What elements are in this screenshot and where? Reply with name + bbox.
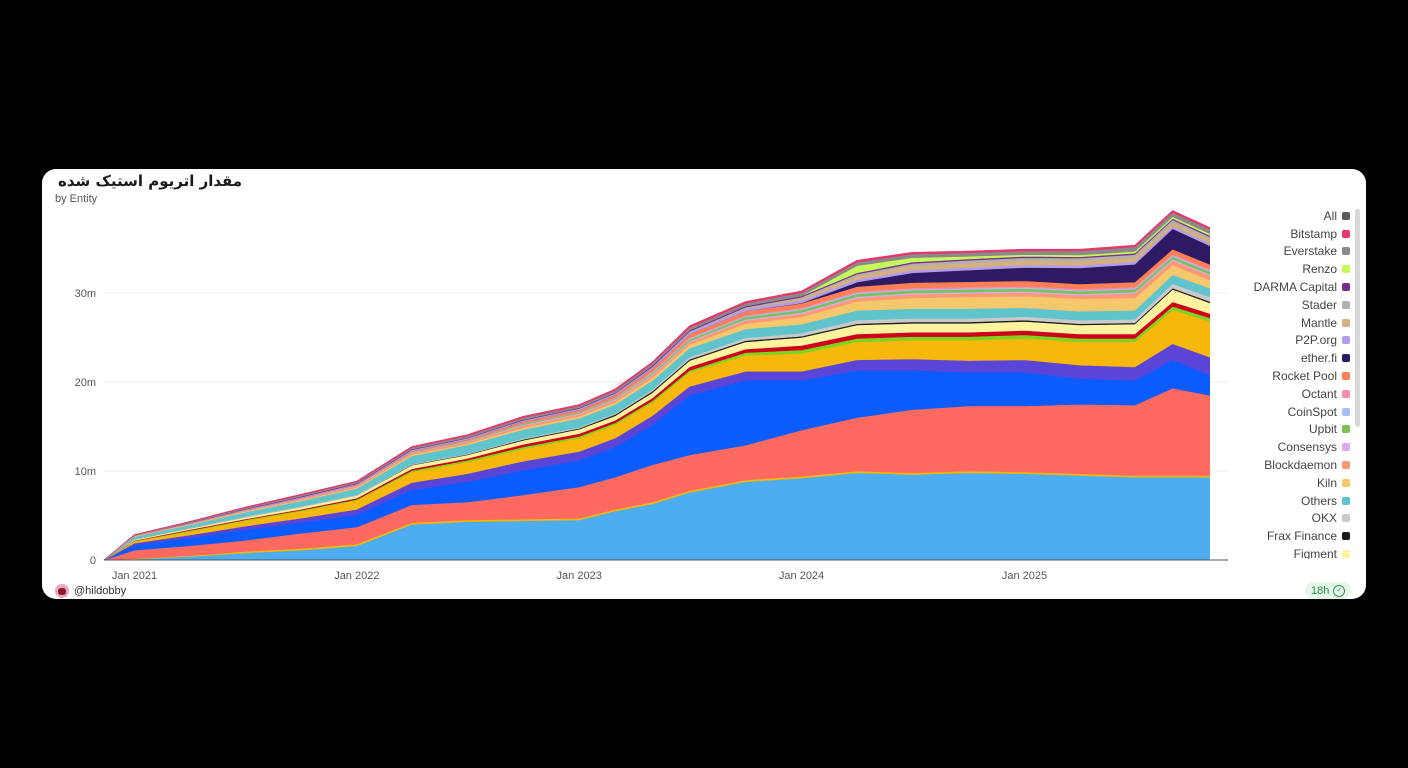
legend-item[interactable]: Everstake xyxy=(1238,243,1350,261)
x-tick-label: Jan 2021 xyxy=(112,570,157,582)
legend-swatch xyxy=(1342,372,1350,381)
chart-title: مقدار اتریوم استیک شده xyxy=(58,172,243,190)
x-tick-label: Jan 2023 xyxy=(557,570,602,582)
legend-item[interactable]: ether.fi xyxy=(1238,349,1350,367)
legend-scrollbar[interactable] xyxy=(1355,209,1360,427)
legend-label: Blockdaemon xyxy=(1264,458,1337,473)
legend-swatch xyxy=(1342,283,1350,292)
legend-item[interactable]: Consensys xyxy=(1238,438,1350,456)
x-tick-label: Jan 2024 xyxy=(779,570,824,582)
legend-label: ether.fi xyxy=(1300,351,1337,366)
legend-item[interactable]: Blockdaemon xyxy=(1238,456,1350,474)
legend-swatch xyxy=(1342,354,1350,363)
legend[interactable]: All Bitstamp Everstake Renzo DARMA Capital St… xyxy=(1238,207,1350,559)
legend-swatch xyxy=(1342,407,1350,416)
legend-item[interactable]: Stader xyxy=(1238,296,1350,314)
area-series-bitstamp xyxy=(103,210,1210,561)
legend-swatch xyxy=(1342,389,1350,398)
legend-swatch xyxy=(1342,496,1350,505)
legend-label: CoinSpot xyxy=(1287,404,1337,419)
legend-swatch xyxy=(1342,461,1350,470)
legend-item[interactable]: Upbit xyxy=(1238,421,1350,439)
legend-item[interactable]: Bitstamp xyxy=(1238,225,1350,243)
legend-swatch xyxy=(1342,443,1350,452)
legend-swatch xyxy=(1342,211,1350,220)
legend-label: Renzo xyxy=(1302,262,1337,277)
legend-item[interactable]: Mantle xyxy=(1238,314,1350,332)
freshness-text: 18h xyxy=(1311,584,1330,597)
legend-label: Figment xyxy=(1293,547,1337,559)
legend-swatch xyxy=(1342,336,1350,345)
legend-label: Rocket Pool xyxy=(1272,369,1337,384)
legend-swatch xyxy=(1342,229,1350,238)
legend-label: Everstake xyxy=(1283,244,1337,259)
legend-item[interactable]: Others xyxy=(1238,492,1350,510)
legend-label: DARMA Capital xyxy=(1253,280,1337,295)
legend-label: All xyxy=(1323,208,1337,223)
legend-swatch xyxy=(1342,478,1350,487)
y-tick-label: 10m xyxy=(75,466,96,478)
legend-swatch xyxy=(1342,550,1350,559)
legend-item[interactable]: Figment xyxy=(1238,545,1350,559)
legend-label: OKX xyxy=(1311,511,1337,526)
author[interactable]: @hildobby xyxy=(55,584,126,598)
chart-card: مقدار اتریوم استیک شده by Entity Dune 01… xyxy=(42,169,1366,599)
y-tick-label: 20m xyxy=(75,377,96,389)
legend-swatch xyxy=(1342,318,1350,327)
legend-label: Bitstamp xyxy=(1290,226,1337,241)
legend-item[interactable]: OKX xyxy=(1238,510,1350,528)
legend-swatch xyxy=(1342,265,1350,274)
freshness-badge[interactable]: 18h ✓ xyxy=(1305,582,1352,599)
legend-label: Consensys xyxy=(1277,440,1337,455)
legend-item[interactable]: All xyxy=(1238,207,1350,225)
legend-item[interactable]: Renzo xyxy=(1238,260,1350,278)
legend-label: Kiln xyxy=(1316,475,1337,490)
legend-label: Mantle xyxy=(1300,315,1337,330)
legend-item[interactable]: Kiln xyxy=(1238,474,1350,492)
chart-subtitle: by Entity xyxy=(55,193,98,205)
legend-item[interactable]: CoinSpot xyxy=(1238,403,1350,421)
avatar xyxy=(55,584,69,598)
legend-label: Upbit xyxy=(1308,422,1337,437)
legend-label: P2P.org xyxy=(1295,333,1337,348)
legend-item[interactable]: P2P.org xyxy=(1238,332,1350,350)
stacked-area-chart: 0 10m 20m 30m Jan 2021 Jan 2022 Jan 2023 Jan 20… xyxy=(75,210,1228,582)
legend-label: Stader xyxy=(1301,297,1337,312)
legend-label: Octant xyxy=(1301,386,1337,401)
y-tick-label: 0 xyxy=(90,555,96,567)
legend-swatch xyxy=(1342,300,1350,309)
author-name: @hildobby xyxy=(74,585,127,597)
legend-label: Others xyxy=(1300,493,1337,508)
legend-item[interactable]: Rocket Pool xyxy=(1238,367,1350,385)
legend-swatch xyxy=(1342,425,1350,434)
check-circle-icon: ✓ xyxy=(1333,584,1346,597)
x-tick-label: Jan 2025 xyxy=(1002,570,1047,582)
legend-swatch xyxy=(1342,532,1350,541)
y-tick-label: 30m xyxy=(75,288,96,300)
legend-swatch xyxy=(1342,247,1350,256)
x-tick-label: Jan 2022 xyxy=(334,570,379,582)
legend-item[interactable]: DARMA Capital xyxy=(1238,278,1350,296)
legend-swatch xyxy=(1342,514,1350,523)
legend-item[interactable]: Frax Finance xyxy=(1238,527,1350,545)
legend-item[interactable]: Octant xyxy=(1238,385,1350,403)
legend-label: Frax Finance xyxy=(1266,529,1337,544)
